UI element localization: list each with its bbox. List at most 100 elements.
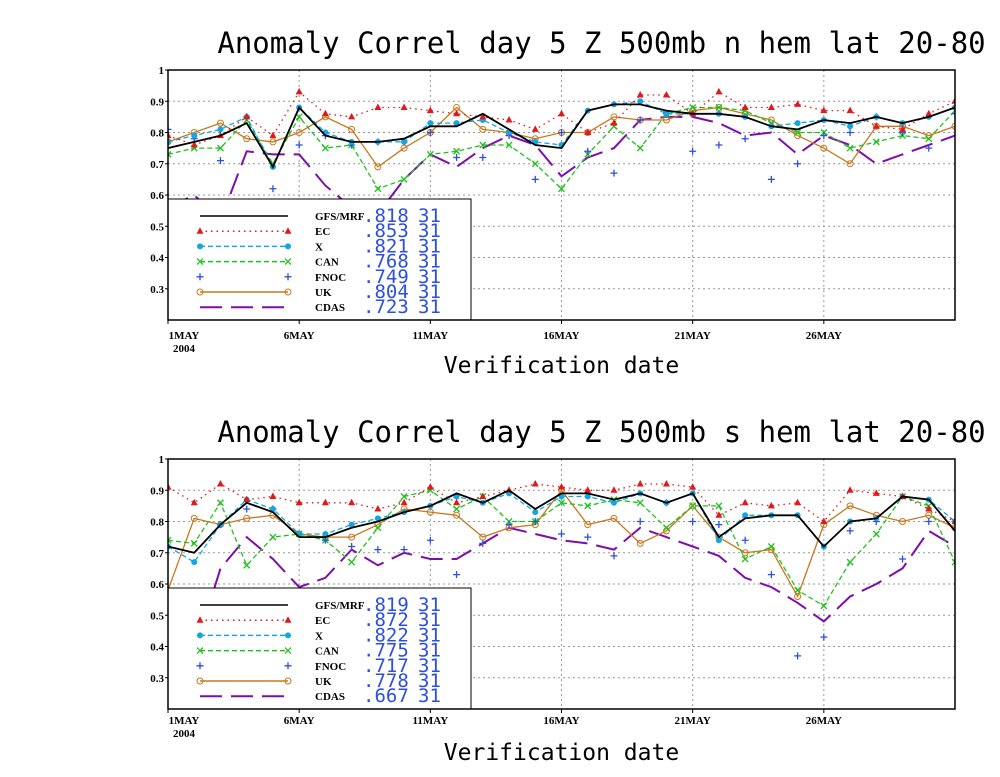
legend-score: .778 — [363, 670, 409, 692]
legend-count: 31 — [418, 220, 441, 242]
x-tick-sublabel: 2004 — [173, 343, 196, 355]
data-point — [794, 593, 802, 600]
data-point — [348, 558, 356, 566]
data-point — [794, 100, 802, 107]
data-point — [636, 518, 644, 525]
legend-marker — [196, 677, 204, 685]
data-point — [584, 533, 592, 541]
y-tick-label: 1 — [159, 65, 165, 77]
data-point — [243, 561, 251, 569]
legend-marker — [285, 632, 291, 639]
data-point — [846, 129, 854, 136]
series-line — [168, 492, 955, 563]
data-point — [426, 129, 434, 136]
data-point — [269, 185, 277, 193]
data-point — [190, 514, 198, 522]
data-point — [321, 109, 329, 117]
data-point — [741, 536, 749, 544]
legend-entry: CDAS .723 31 — [200, 296, 441, 318]
data-point — [794, 160, 802, 168]
legend-score: .768 — [363, 251, 409, 273]
data-point — [872, 530, 880, 538]
legend-name: X — [315, 241, 323, 253]
legend-count: 31 — [418, 205, 441, 227]
data-point — [925, 505, 933, 512]
data-point — [479, 154, 487, 161]
data-point — [190, 498, 198, 506]
data-point — [400, 493, 408, 500]
data-point — [426, 150, 434, 158]
legend-marker — [284, 616, 292, 623]
legend-score: .853 — [363, 220, 409, 242]
data-point — [899, 555, 907, 563]
data-point — [453, 154, 461, 161]
data-point — [584, 128, 592, 135]
data-point — [872, 489, 880, 496]
data-point — [610, 119, 618, 126]
data-point — [453, 571, 461, 579]
series-gfs-mrf — [168, 103, 955, 169]
data-point — [295, 498, 303, 506]
legend-score: .818 — [363, 205, 409, 227]
legend-name: X — [315, 630, 323, 642]
y-tick-label: 0.6 — [150, 190, 164, 202]
data-point — [479, 492, 487, 499]
data-point — [453, 147, 461, 155]
data-point — [610, 514, 618, 522]
x-axis-label: Verification date — [444, 740, 679, 766]
legend-name: EC — [315, 615, 330, 627]
data-point — [584, 493, 591, 500]
legend-name: GFS/MRF — [315, 211, 365, 223]
plot-frame — [167, 458, 956, 710]
data-point — [846, 106, 854, 114]
data-point — [243, 505, 251, 513]
data-point — [217, 499, 224, 507]
data-point — [401, 138, 408, 145]
data-point — [636, 116, 644, 124]
data-point — [505, 116, 513, 123]
data-point — [610, 169, 618, 177]
data-point — [558, 483, 565, 490]
data-point — [321, 144, 329, 152]
legend-entry: EC .872 31 — [196, 609, 441, 631]
data-point — [374, 546, 382, 554]
plot-area — [168, 87, 955, 222]
data-point — [427, 120, 434, 127]
data-point — [662, 524, 670, 532]
data-point — [269, 131, 277, 139]
data-point — [531, 125, 539, 132]
legend-score: .717 — [363, 655, 409, 677]
data-point — [505, 141, 513, 149]
legend-entry: CAN .775 31 — [196, 640, 441, 662]
legend-marker — [196, 647, 204, 655]
data-point — [348, 112, 356, 120]
data-point — [820, 602, 828, 610]
data-point — [872, 138, 880, 146]
data-point — [400, 175, 408, 183]
legend-score: .749 — [363, 266, 409, 288]
data-point — [951, 110, 955, 118]
legend-count: 31 — [418, 609, 441, 631]
legend-name: CDAS — [315, 691, 345, 703]
data-point — [531, 480, 539, 487]
legend-marker — [284, 677, 292, 685]
data-point — [742, 512, 749, 519]
y-tick-label: 0.7 — [150, 548, 164, 560]
data-point — [794, 129, 802, 136]
legend-count: 31 — [418, 281, 441, 303]
data-point — [741, 555, 749, 563]
data-point — [820, 633, 828, 641]
legend-name: FNOC — [315, 272, 346, 284]
legend-name: UK — [315, 676, 332, 688]
y-tick-label: 0.9 — [150, 96, 164, 108]
y-tick-label: 0.3 — [150, 673, 164, 685]
legend-score: .822 — [363, 624, 409, 646]
legend-entry: UK .804 31 — [196, 281, 441, 303]
legend-count: 31 — [418, 235, 441, 257]
data-point — [767, 103, 775, 110]
legend-count: 31 — [418, 266, 441, 288]
data-point — [610, 499, 617, 506]
x-tick-label: 16MAY — [543, 330, 579, 342]
data-point — [374, 163, 382, 171]
data-point — [925, 109, 933, 117]
